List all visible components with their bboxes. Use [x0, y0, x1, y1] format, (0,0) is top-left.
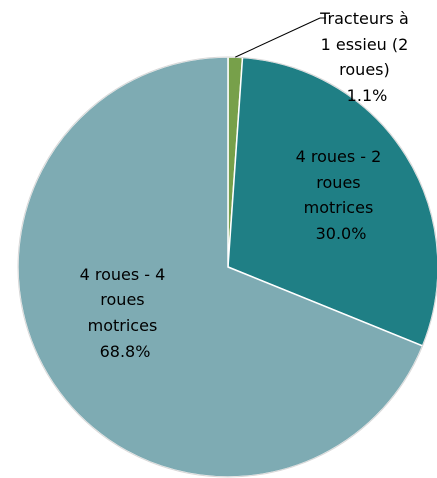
pie-outline	[17, 56, 437, 478]
pie-slices	[17, 56, 437, 478]
slice-label-tracteurs: Tracteurs à 1 essieu (2 roues) 1.1%	[319, 9, 414, 105]
leader-line-tracteurs	[235, 17, 321, 58]
slice-label-4x2: 4 roues - 2 roues motrices 30.0%	[296, 147, 387, 243]
slice-label-4x4: 4 roues - 4 roues motrices 68.8%	[80, 265, 171, 361]
